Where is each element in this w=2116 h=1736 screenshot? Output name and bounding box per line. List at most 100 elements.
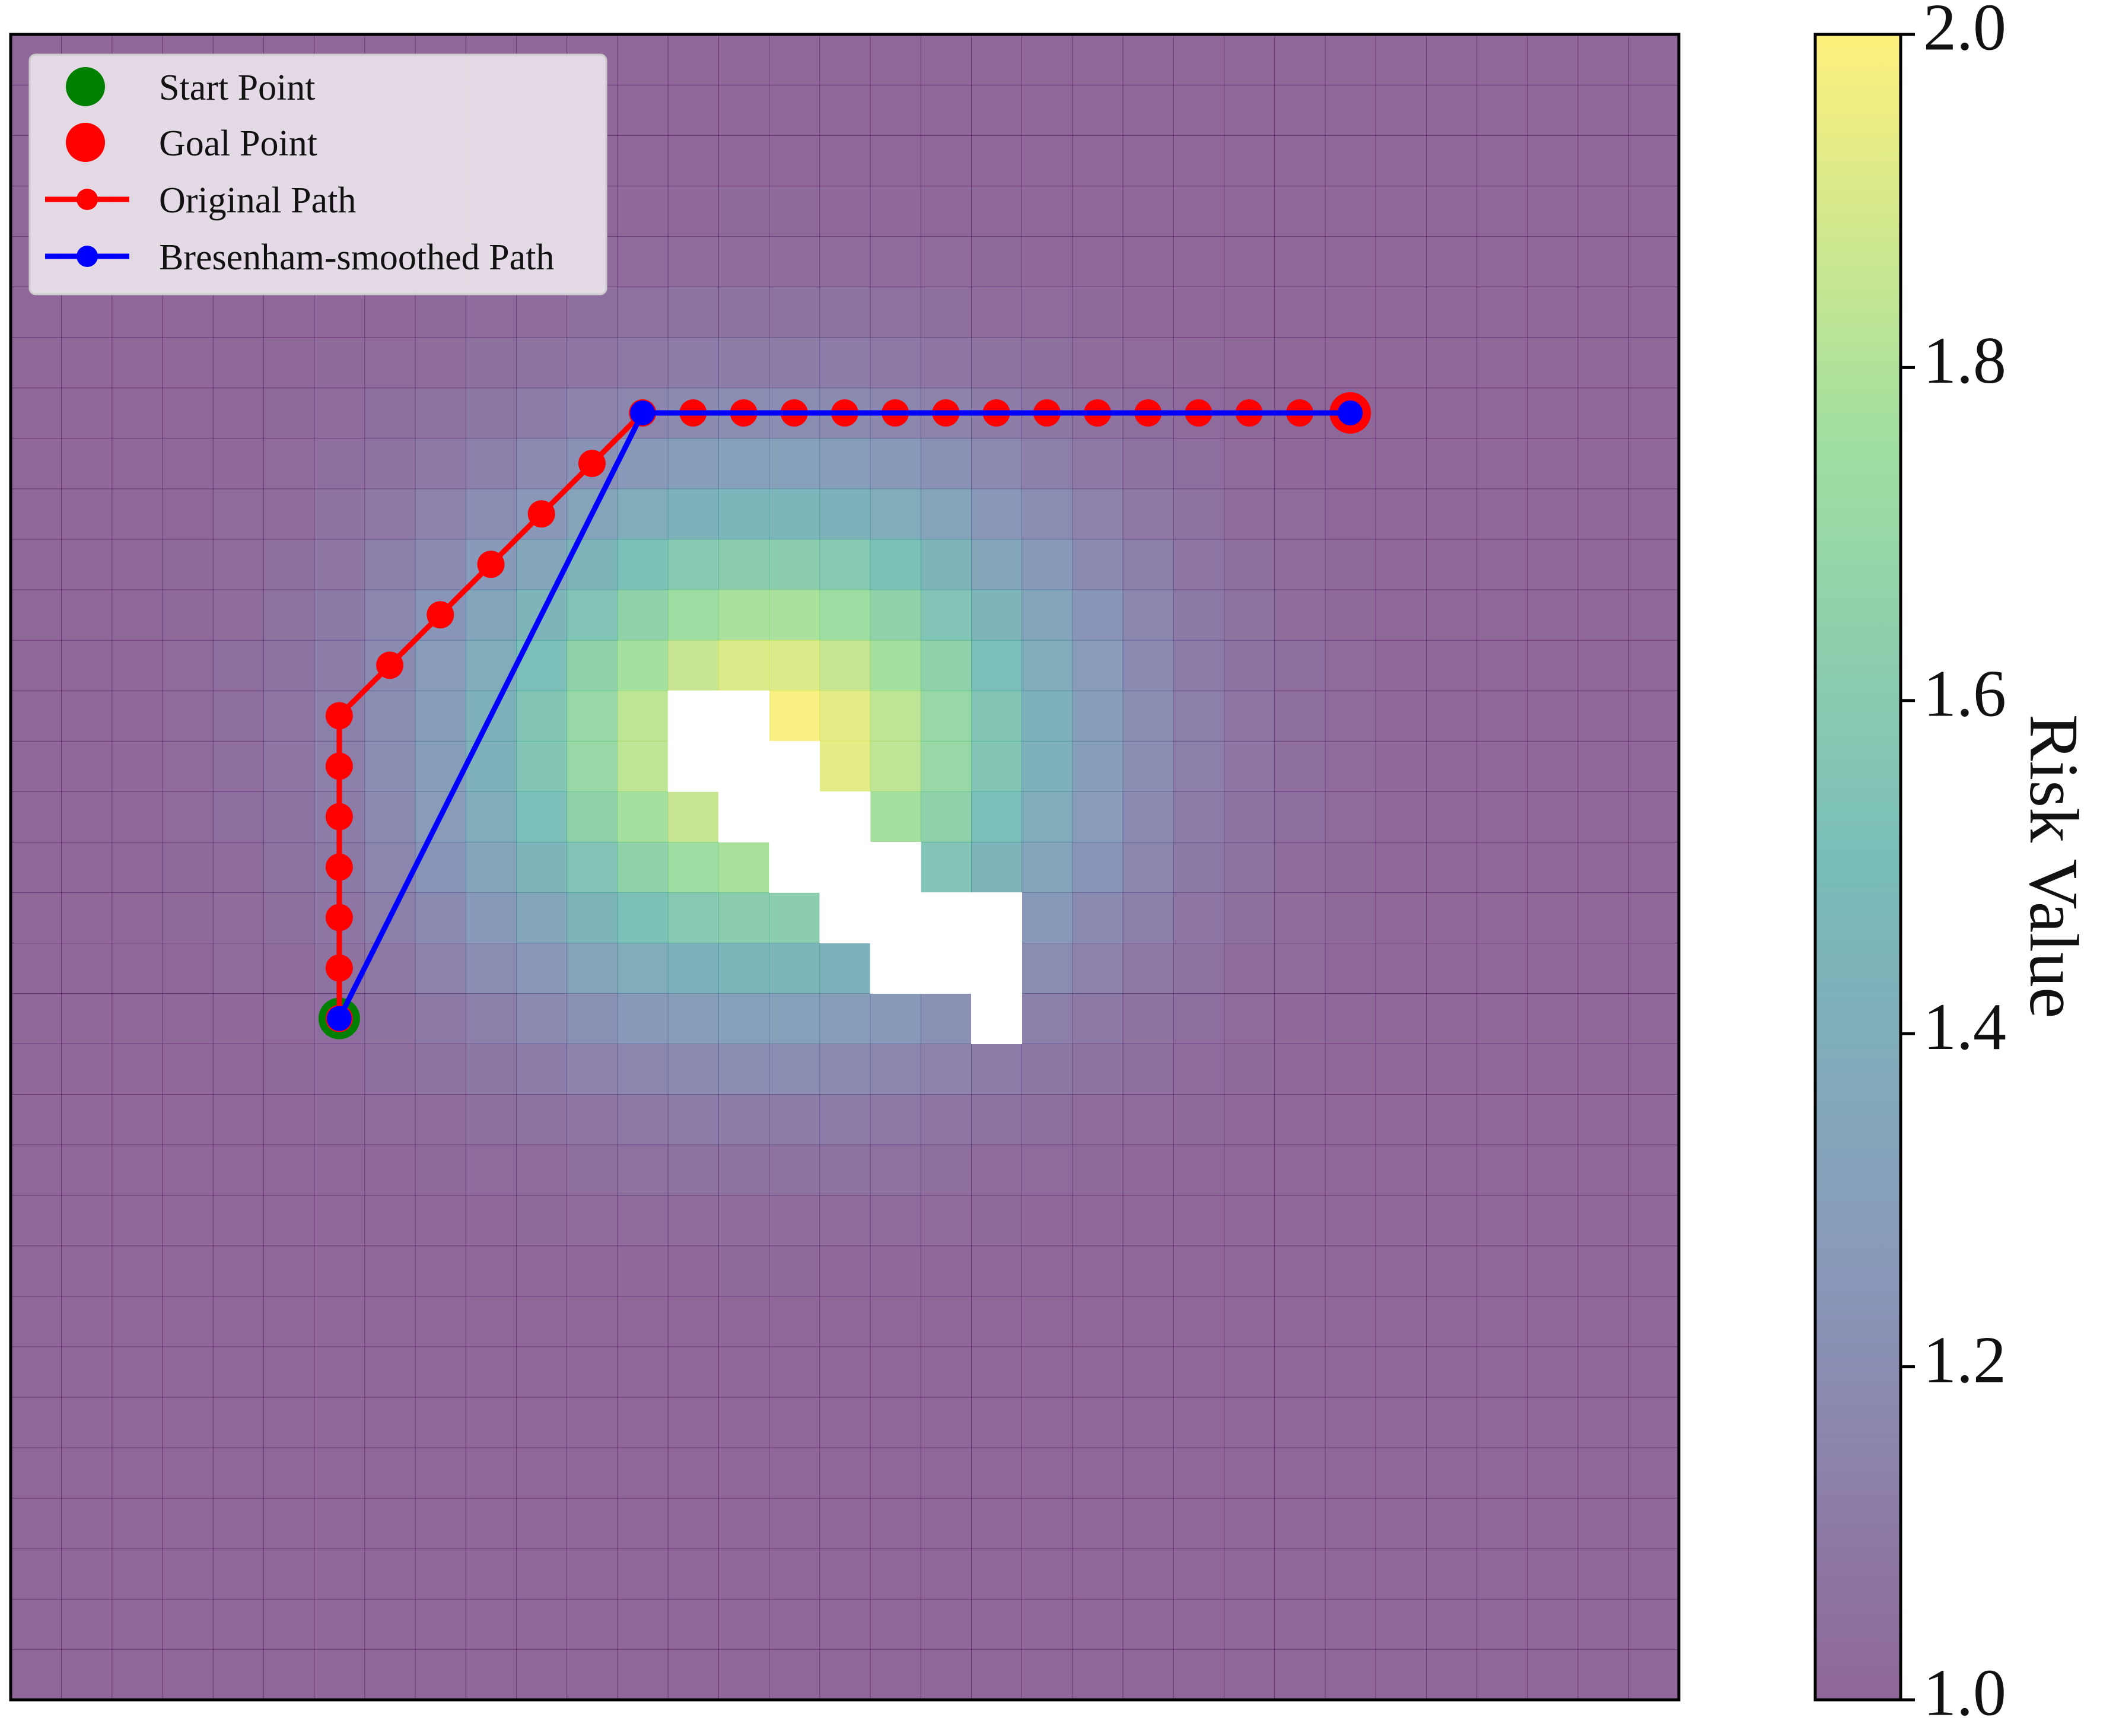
heatmap-cell — [1477, 438, 1528, 489]
heatmap-cell — [1375, 1397, 1427, 1448]
heatmap-cell — [1072, 1548, 1124, 1600]
colorbar-tick-label: 2.0 — [1923, 0, 2006, 65]
obstacle-cell — [769, 791, 820, 842]
heatmap-cell — [1425, 1144, 1477, 1196]
heatmap-cell — [1375, 690, 1427, 742]
heatmap-cell — [112, 1548, 163, 1600]
heatmap-cell — [516, 387, 568, 439]
heatmap-cell — [667, 1548, 719, 1600]
heatmap-cell — [1425, 1598, 1477, 1650]
heatmap-cell — [61, 1094, 113, 1146]
heatmap-cell — [1325, 34, 1376, 85]
heatmap-cell — [1375, 943, 1427, 994]
heatmap-cell — [971, 841, 1023, 893]
heatmap-cell — [1527, 236, 1579, 288]
legend-original-label: Original Path — [159, 180, 356, 221]
heatmap-cell — [263, 892, 315, 943]
heatmap-cell — [1022, 1598, 1073, 1650]
heatmap-cell — [1628, 539, 1679, 590]
heatmap-cell — [415, 337, 466, 389]
heatmap-cell — [617, 1144, 669, 1196]
heatmap-cell — [769, 1548, 820, 1600]
heatmap-cell — [1274, 1548, 1326, 1600]
heatmap-cell — [212, 841, 264, 893]
heatmap-cell — [1022, 85, 1073, 136]
heatmap-cell — [819, 1548, 871, 1600]
heatmap-cell — [769, 488, 820, 540]
heatmap-cell — [1577, 488, 1629, 540]
heatmap-cell — [1425, 1649, 1477, 1700]
heatmap-cell — [212, 640, 264, 691]
heatmap-cell — [61, 690, 113, 742]
obstacle-cell — [819, 791, 871, 842]
obstacle-cell — [718, 690, 769, 742]
heatmap-cell — [819, 1598, 871, 1650]
heatmap-cell — [920, 1397, 972, 1448]
heatmap-cell — [1577, 1598, 1629, 1650]
heatmap-cell — [920, 1447, 972, 1499]
heatmap-cell — [1527, 1144, 1579, 1196]
heatmap-cell — [162, 1598, 214, 1650]
heatmap-cell — [1375, 1649, 1427, 1700]
heatmap-cell — [1274, 1497, 1326, 1549]
heatmap-cell — [870, 1044, 921, 1095]
heatmap-cell — [567, 841, 618, 893]
heatmap-cell — [162, 488, 214, 540]
heatmap-cell — [263, 287, 315, 338]
heatmap-cell — [1173, 135, 1224, 186]
heatmap-cell — [465, 943, 517, 994]
heatmap-cell — [1224, 740, 1275, 792]
heatmap-cell — [617, 640, 669, 691]
heatmap-cell — [1628, 1195, 1679, 1247]
heatmap-cell — [870, 791, 921, 842]
heatmap-cell — [1577, 287, 1629, 338]
heatmap-cell — [1022, 135, 1073, 186]
heatmap-cell — [1477, 1144, 1528, 1196]
heatmap-cell — [567, 287, 618, 338]
heatmap-cell — [212, 1044, 264, 1095]
heatmap-cell — [61, 640, 113, 691]
heatmap-cell — [263, 690, 315, 742]
heatmap-cell — [819, 1044, 871, 1095]
heatmap-cell — [112, 539, 163, 590]
risk-heatmap — [11, 34, 1679, 1700]
heatmap-cell — [617, 488, 669, 540]
heatmap-cell — [870, 690, 921, 742]
heatmap-cell — [11, 1044, 62, 1095]
heatmap-cell — [769, 1044, 820, 1095]
heatmap-cell — [1477, 1195, 1528, 1247]
heatmap-cell — [617, 589, 669, 641]
heatmap-cell — [1072, 892, 1124, 943]
heatmap-cell — [415, 1346, 466, 1398]
heatmap-cell — [1577, 539, 1629, 590]
heatmap-cell — [920, 841, 972, 893]
heatmap-cell — [1022, 1296, 1073, 1347]
heatmap-cell — [567, 1044, 618, 1095]
heatmap-cell — [314, 1144, 365, 1196]
heatmap-cell — [465, 791, 517, 842]
heatmap-cell — [870, 1195, 921, 1247]
heatmap-cell — [1173, 438, 1224, 489]
heatmap-cell — [769, 640, 820, 691]
heatmap-cell — [465, 287, 517, 338]
heatmap-cell — [162, 690, 214, 742]
heatmap-cell — [1325, 791, 1376, 842]
heatmap-cell — [162, 640, 214, 691]
heatmap-cell — [61, 740, 113, 792]
heatmap-cell — [1375, 1044, 1427, 1095]
heatmap-cell — [415, 1548, 466, 1600]
heatmap-cell — [112, 943, 163, 994]
heatmap-cell — [465, 1447, 517, 1499]
heatmap-cell — [1577, 993, 1629, 1045]
path-point — [578, 450, 606, 478]
heatmap-cell — [1022, 1144, 1073, 1196]
heatmap-cell — [1628, 943, 1679, 994]
heatmap-cell — [61, 539, 113, 590]
heatmap-cell — [1173, 236, 1224, 288]
heatmap-cell — [1425, 892, 1477, 943]
heatmap-cell — [1628, 791, 1679, 842]
heatmap-cell — [1022, 488, 1073, 540]
heatmap-cell — [263, 943, 315, 994]
heatmap-cell — [162, 1346, 214, 1398]
heatmap-cell — [11, 337, 62, 389]
